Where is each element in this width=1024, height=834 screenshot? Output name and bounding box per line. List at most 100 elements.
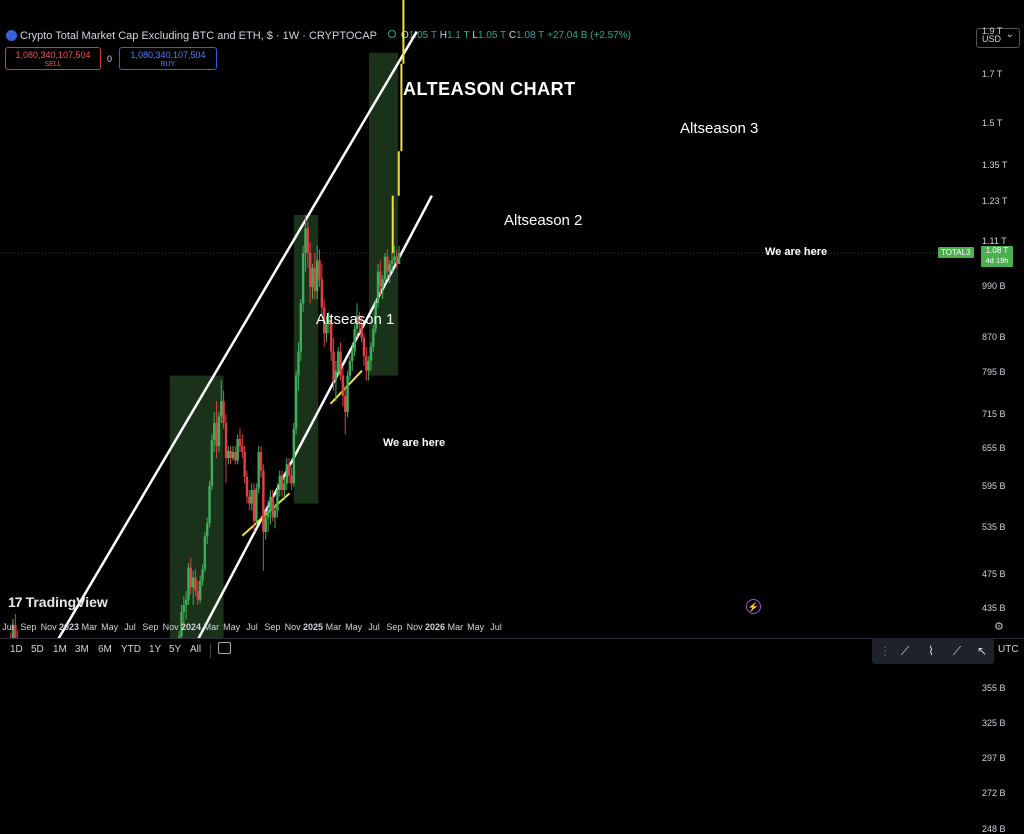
time-tick: Sep — [386, 622, 403, 632]
altseason-2-label: Altseason 2 — [504, 212, 583, 229]
candle — [337, 346, 340, 376]
range-ytd[interactable]: YTD — [121, 644, 141, 655]
candle-body — [390, 260, 394, 265]
candle — [182, 596, 186, 629]
altseason-3-label: Altseason 3 — [680, 120, 759, 137]
we-are-here-label-1: We are here — [383, 437, 446, 449]
candle — [278, 470, 281, 497]
candle-body — [308, 253, 312, 288]
candle-body — [196, 590, 200, 600]
altseason-1-label: Altseason 1 — [316, 311, 395, 328]
candle-body — [337, 351, 340, 371]
candle — [379, 260, 382, 296]
range-1m[interactable]: 1M — [53, 644, 67, 655]
candle — [206, 517, 209, 545]
chart-canvas[interactable] — [0, 0, 1024, 666]
time-tick: Mar — [325, 622, 342, 632]
candle — [292, 422, 295, 487]
range-5y[interactable]: 5Y — [169, 644, 182, 655]
candle-body — [262, 470, 265, 533]
candle — [358, 311, 361, 334]
candle-body — [372, 328, 375, 347]
trendline-icon[interactable]: ⟋ — [900, 644, 910, 658]
time-tick: 2023 — [58, 622, 80, 632]
candle-body — [236, 438, 239, 461]
symbol-badge: TOTAL3 — [938, 247, 974, 258]
calendar-icon[interactable] — [218, 642, 231, 654]
cryptocap-logo-icon — [6, 30, 17, 41]
candle-body — [278, 475, 281, 491]
candle — [299, 299, 302, 361]
price-tick: 248 B — [982, 823, 1006, 834]
timezone-label[interactable]: UTC — [998, 644, 1019, 655]
candle — [217, 411, 221, 453]
candle — [306, 221, 310, 268]
ohlc-readout: O1.05 T H1.1 T L1.05 T C1.08 T +27.04 B … — [388, 30, 631, 41]
candle — [311, 264, 314, 300]
range-1d[interactable]: 1D — [10, 644, 23, 655]
pattern-icon[interactable]: ⌇ — [928, 644, 934, 658]
candle-body — [322, 307, 326, 334]
candle — [346, 370, 349, 418]
candle-body — [334, 370, 338, 381]
high-label: H — [439, 30, 447, 41]
candle — [224, 414, 228, 484]
candle — [386, 249, 389, 280]
time-tick: Nov — [284, 622, 301, 632]
we-are-here-label-2: We are here — [765, 246, 828, 258]
cursor-icon[interactable]: ↖ — [976, 644, 988, 658]
drag-handle-icon[interactable]: ⋮ — [879, 644, 891, 658]
candle — [397, 245, 401, 265]
time-tick: Jul — [124, 622, 136, 632]
candle — [271, 490, 274, 522]
range-3m[interactable]: 3M — [75, 644, 89, 655]
range-1y[interactable]: 1Y — [149, 644, 162, 655]
buy-price: 1,080,340,107,504 — [130, 50, 206, 60]
close-label: C — [508, 30, 517, 41]
time-tick: May — [101, 622, 119, 632]
currency-select[interactable]: USD — [976, 25, 1020, 48]
range-6m[interactable]: 6M — [98, 644, 112, 655]
ray-icon[interactable]: ⟋ — [952, 644, 962, 658]
candle — [269, 490, 272, 525]
drawing-toolbox — [872, 638, 994, 664]
candle — [374, 299, 377, 334]
candle-body — [355, 315, 359, 329]
range-5d[interactable]: 5D — [31, 644, 44, 655]
status-dot-icon — [388, 30, 396, 38]
candle — [189, 558, 193, 595]
candle-body — [250, 490, 253, 504]
candle-body — [299, 303, 302, 352]
chart-title: ALTEASON CHART — [403, 79, 576, 99]
range-all[interactable]: All — [190, 644, 202, 655]
sell-button[interactable]: 1,080,340,107,504 SELL — [5, 47, 101, 70]
candle — [351, 342, 354, 371]
candle — [245, 470, 249, 504]
candle — [262, 464, 265, 571]
candle-body — [234, 452, 237, 461]
candle-body — [269, 496, 272, 511]
open-value: 1.05 T — [408, 30, 437, 41]
price-tick: 1.7 T — [982, 69, 1003, 80]
candle — [283, 476, 286, 501]
candle — [320, 264, 324, 316]
candles — [5, 214, 401, 666]
flash-icon[interactable]: ⚡ — [746, 599, 761, 614]
candle — [308, 242, 312, 304]
buy-button[interactable]: 1,080,340,107,504 BUY — [119, 47, 217, 70]
tradingview-logo[interactable]: 17 TradingView — [8, 594, 108, 610]
price-tick: 870 B — [982, 331, 1006, 342]
time-tick: Mar — [81, 622, 98, 632]
candle — [287, 458, 291, 484]
candle — [243, 446, 246, 484]
gear-icon[interactable]: ⚙ — [994, 621, 1004, 633]
candle — [376, 264, 380, 308]
time-tick: 2026 — [424, 622, 446, 632]
candle-body — [194, 577, 197, 591]
candle — [264, 510, 267, 540]
time-tick: Jul — [246, 622, 258, 632]
candle-body — [229, 450, 232, 459]
candle-body — [222, 401, 225, 423]
candle — [222, 390, 225, 429]
channel-upper-line — [49, 30, 418, 653]
